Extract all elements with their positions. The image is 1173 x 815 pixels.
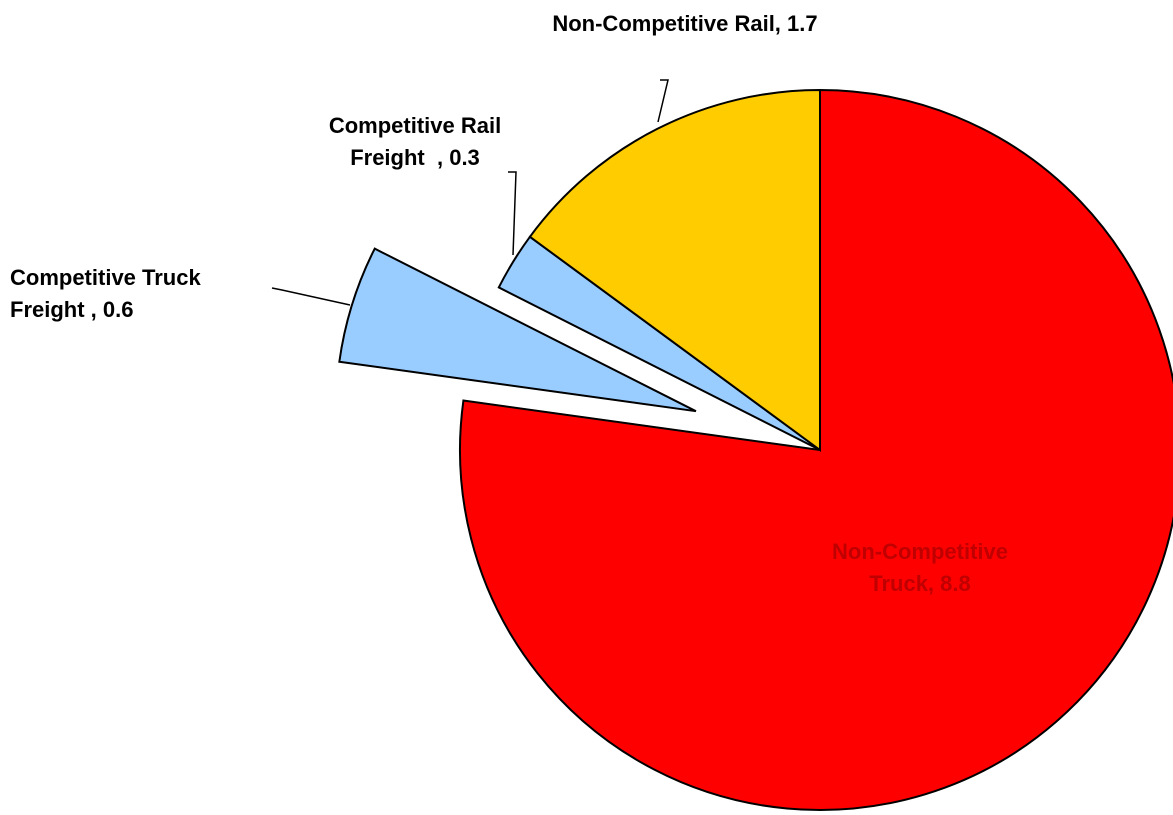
label-value: 0.6 — [102, 297, 134, 322]
label-name: Competitive Rail Freight , — [328, 113, 508, 170]
label-value: 1.7 — [787, 11, 818, 36]
label-name: Competitive Truck Freight , — [10, 265, 207, 322]
data-label: Non-Competitive Rail, 1.7 — [545, 8, 825, 40]
leader-line — [271, 287, 351, 306]
pie-slice — [459, 88, 1173, 811]
label-value: 8.8 — [940, 571, 971, 596]
label-name: Non-Competitive Rail, — [552, 11, 781, 36]
label-name: Non-Competitive Truck, — [832, 539, 1015, 596]
data-label: Competitive Truck Freight , 0.6 — [10, 262, 260, 326]
label-value: 0.3 — [449, 145, 480, 170]
pie-slice — [528, 88, 821, 452]
pie-slice — [338, 247, 697, 413]
data-label: Competitive Rail Freight , 0.3 — [300, 110, 530, 174]
leader-line — [657, 79, 669, 123]
data-label: Non-Competitive Truck, 8.8 — [800, 536, 1040, 600]
leader-line — [508, 171, 517, 256]
